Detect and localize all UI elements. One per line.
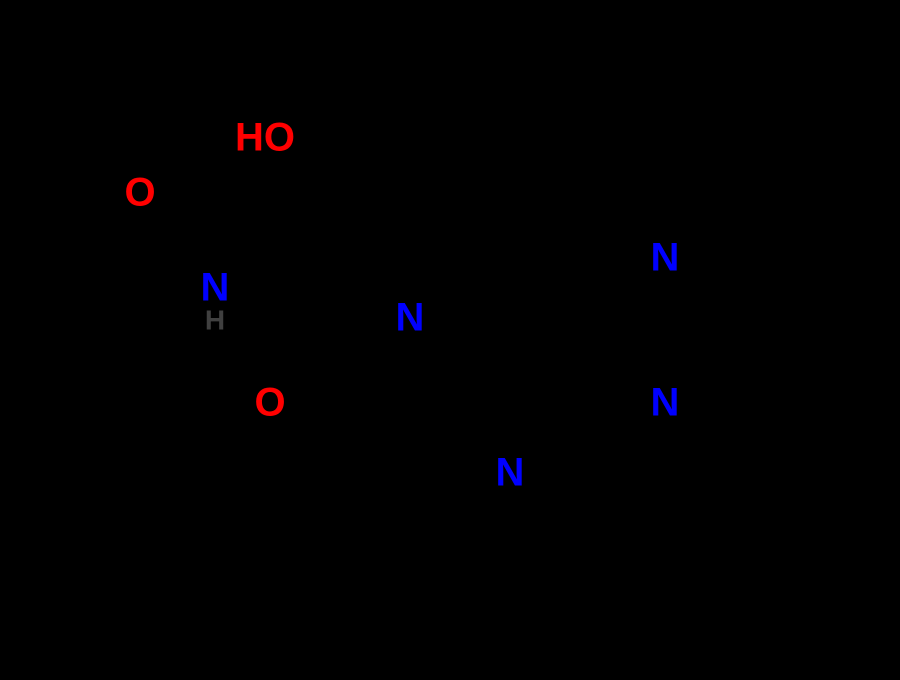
atom-O3: O — [254, 381, 285, 425]
atom-N4: N — [651, 381, 680, 425]
atom-N2: N — [396, 296, 425, 340]
bond — [526, 478, 610, 480]
atom-O2: HO — [235, 116, 295, 160]
atom-N5: N — [651, 236, 680, 280]
atom-N1-H: H — [205, 304, 225, 335]
background — [0, 0, 900, 680]
atom-N3: N — [496, 451, 525, 495]
atom-O1: O — [124, 171, 155, 215]
atom-N1: N — [201, 266, 230, 310]
